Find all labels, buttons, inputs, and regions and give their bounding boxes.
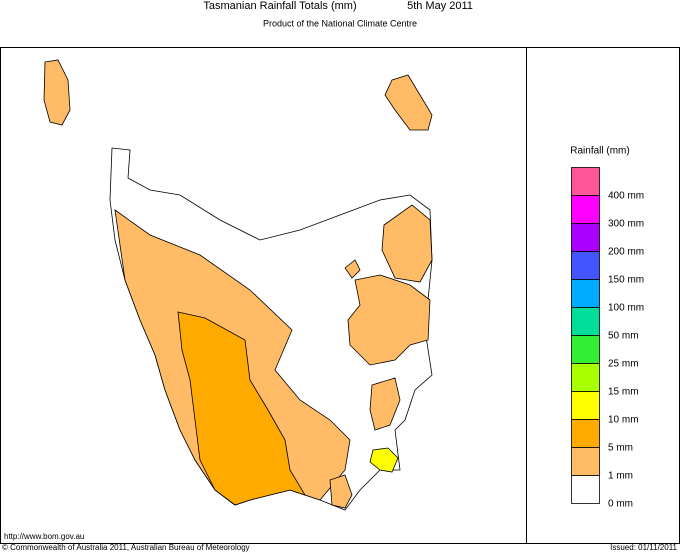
legend-label: 400 mm xyxy=(608,191,644,202)
legend-swatch xyxy=(571,167,600,196)
legend-label: 150 mm xyxy=(608,275,644,286)
title: Tasmanian Rainfall Totals (mm) xyxy=(203,0,356,12)
legend-label: 15 mm xyxy=(608,387,639,398)
date: 5th May 2011 xyxy=(407,0,473,12)
legend-label: 200 mm xyxy=(608,247,644,258)
legend: 400 mm 300 mm 200 mm 150 mm 100 mm 50 mm 25 mm… xyxy=(571,167,644,510)
legend-swatch xyxy=(571,391,600,420)
subtitle: Product of the National Climate Centre xyxy=(263,18,417,28)
map xyxy=(43,59,433,511)
legend-title: Rainfall (mm) xyxy=(570,146,629,157)
legend-label: 300 mm xyxy=(608,219,644,230)
legend-swatch xyxy=(571,307,600,336)
legend-label: 0 mm xyxy=(608,499,633,510)
legend-label: 50 mm xyxy=(608,331,639,342)
legend-swatch xyxy=(571,251,600,280)
legend-label: 1 mm xyxy=(608,471,633,482)
legend-swatch xyxy=(571,363,600,392)
url: http://www.bom.gov.au xyxy=(4,532,84,541)
legend-swatch xyxy=(571,279,600,308)
copyright: © Commonwealth of Australia 2011, Austra… xyxy=(2,543,250,552)
legend-frame xyxy=(526,47,680,544)
legend-label: 10 mm xyxy=(608,415,639,426)
legend-label: 100 mm xyxy=(608,303,644,314)
legend-swatch xyxy=(571,475,600,504)
legend-label: 5 mm xyxy=(608,443,633,454)
legend-swatch xyxy=(571,335,600,364)
legend-swatch xyxy=(571,419,600,448)
legend-swatch xyxy=(571,195,600,224)
issued: Issued: 01/11/2011 xyxy=(610,543,677,552)
legend-swatch xyxy=(571,223,600,252)
legend-label: 25 mm xyxy=(608,359,639,370)
legend-swatch xyxy=(571,447,600,476)
